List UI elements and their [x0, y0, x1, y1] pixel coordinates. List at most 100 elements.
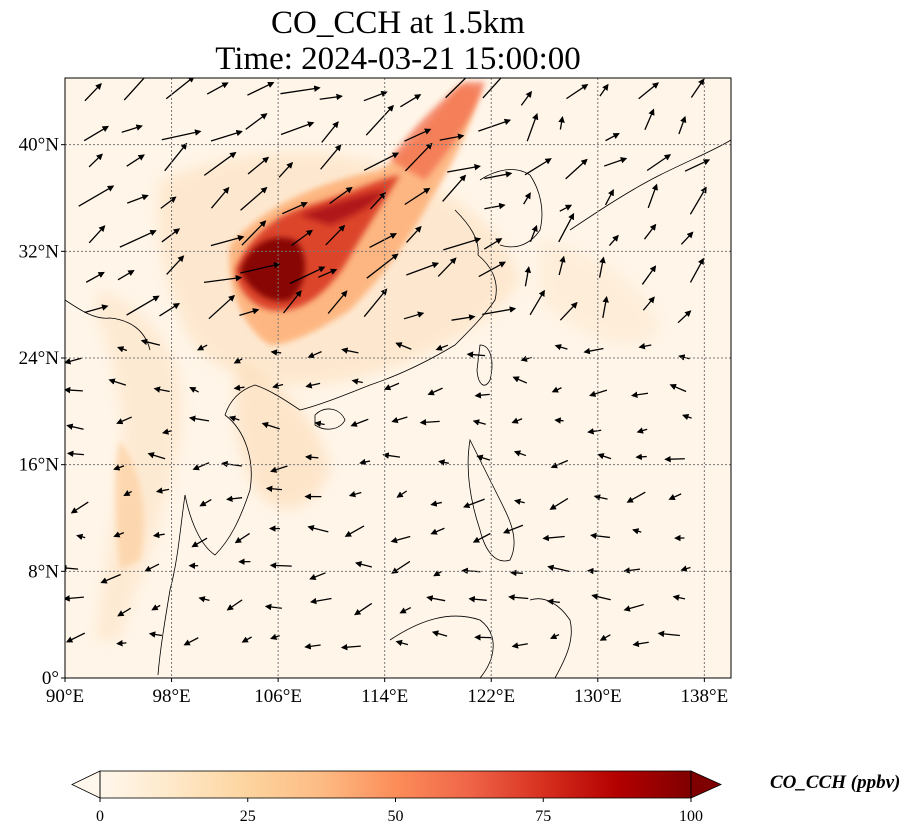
wind-arrow	[314, 420, 325, 428]
wind-arrow	[435, 344, 449, 351]
wind-arrow	[117, 269, 135, 281]
wind-arrow	[65, 632, 86, 643]
wind-arrow	[466, 351, 486, 358]
wind-arrow	[117, 346, 128, 353]
vietnam-coast	[184, 414, 252, 556]
wind-arrow	[85, 271, 105, 283]
wind-arrow	[241, 636, 252, 643]
wind-arrow	[289, 266, 326, 285]
wind-arrow	[65, 386, 83, 394]
china-coast	[299, 209, 497, 411]
wind-arrow	[472, 419, 486, 426]
taiwan-coast	[476, 344, 493, 386]
wind-arrow	[682, 413, 692, 421]
wind-arrow	[191, 537, 208, 548]
wind-arrow	[116, 639, 127, 647]
wind-arrow	[623, 603, 644, 612]
wind-arrow	[554, 344, 568, 351]
wind-arrow	[321, 121, 339, 143]
wind-arrow	[203, 274, 243, 284]
wind-arrow	[241, 220, 267, 246]
wind-arrow	[484, 202, 506, 210]
wind-arrow	[116, 416, 132, 425]
wind-arrow	[383, 382, 400, 391]
wind-arrow	[76, 533, 86, 541]
wind-arrow	[447, 163, 481, 173]
wind-arrow	[636, 427, 648, 434]
wind-arrow	[474, 391, 490, 399]
wind-arrow	[363, 288, 388, 318]
wind-arrow	[65, 564, 79, 572]
wind-arrow	[549, 497, 569, 510]
wind-arrow	[166, 255, 185, 275]
wind-arrow	[482, 78, 502, 99]
wind-arrow	[668, 493, 682, 500]
wind-arrow	[159, 302, 180, 317]
wind-arrow	[221, 460, 242, 468]
wind-arrow	[261, 421, 280, 430]
wind-arrow	[559, 301, 578, 321]
wind-vectors	[65, 78, 711, 651]
wind-arrow	[240, 262, 281, 274]
wind-arrow	[646, 154, 672, 172]
wind-arrow	[84, 304, 109, 314]
wind-arrow	[348, 491, 362, 498]
map-title: CO_CCH at 1.5km	[271, 5, 525, 41]
colorbar-ticks: 0 25 50 75 100	[96, 798, 703, 825]
wind-arrow	[233, 384, 245, 391]
wind-arrow	[502, 524, 524, 534]
wind-arrow	[451, 314, 476, 321]
lat-tick-label: 16°N	[19, 455, 60, 476]
wind-arrow	[245, 113, 268, 130]
gridlines	[65, 78, 731, 678]
wind-arrow	[65, 595, 84, 602]
wind-arrow	[366, 253, 399, 279]
wind-arrow	[359, 458, 371, 466]
wind-arrow	[511, 642, 528, 649]
wind-arrow	[472, 532, 491, 543]
wind-arrow	[164, 142, 188, 172]
wind-arrow	[551, 386, 562, 393]
lat-tick-label: 8°N	[28, 561, 59, 582]
wind-arrow	[638, 343, 652, 350]
wind-arrow	[598, 256, 606, 278]
wind-arrow	[483, 238, 503, 250]
wind-arrow	[351, 378, 363, 385]
lat-tick-label: 24°N	[19, 348, 60, 369]
wind-arrow	[83, 125, 109, 142]
wind-arrow	[264, 603, 282, 611]
wind-arrow	[482, 306, 517, 316]
wind-arrow	[476, 454, 491, 461]
lon-tick-label: 90°E	[46, 686, 84, 707]
wind-arrow	[559, 204, 573, 212]
wind-arrow	[113, 531, 125, 538]
wind-arrow	[508, 594, 529, 601]
wind-arrow	[318, 268, 338, 278]
wind-arrow	[589, 389, 608, 397]
wind-arrow	[210, 186, 230, 209]
wind-arrow	[513, 450, 527, 457]
wind-arrow	[623, 567, 641, 574]
wind-arrow	[269, 562, 292, 569]
lon-tick-label: 122°E	[467, 686, 515, 707]
wind-arrow	[635, 453, 647, 461]
wind-arrow	[523, 192, 531, 205]
wind-arrow	[426, 595, 446, 602]
wind-arrow	[100, 573, 121, 584]
lon-tick-label: 130°E	[574, 686, 622, 707]
wind-arrow	[404, 142, 433, 172]
wind-arrow	[354, 561, 373, 568]
wind-arrow	[192, 462, 210, 471]
japan-coast	[569, 139, 731, 231]
wind-arrow	[443, 237, 482, 251]
colorbar-tick-label: 25	[240, 808, 256, 825]
wind-arrow	[529, 224, 538, 243]
wind-arrow	[590, 532, 610, 540]
wind-arrow	[208, 294, 236, 320]
wind-arrow	[119, 230, 157, 248]
wind-arrow	[291, 229, 313, 247]
wind-arrow	[642, 296, 655, 311]
wind-arrow	[354, 602, 373, 616]
wind-arrow	[542, 534, 565, 542]
